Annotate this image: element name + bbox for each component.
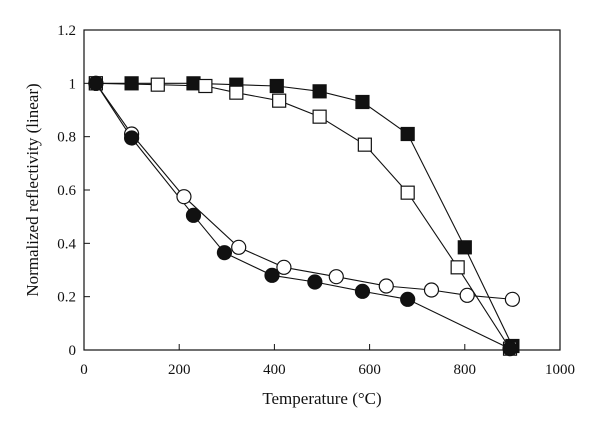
series-4-point xyxy=(124,130,140,146)
tick-marks xyxy=(83,29,561,351)
series-1-point xyxy=(355,94,370,110)
x-tick-label: 600 xyxy=(358,362,381,378)
series-2-point xyxy=(400,185,415,200)
series-1-point xyxy=(457,240,472,255)
series-3-point xyxy=(328,269,344,285)
series-1-point xyxy=(269,78,284,94)
y-tick-label: 1.2 xyxy=(57,23,76,39)
y-tick-label: 0.2 xyxy=(57,290,76,306)
x-tick-label: 800 xyxy=(454,362,477,378)
series-3-point xyxy=(504,291,521,307)
series-4-point xyxy=(185,207,202,223)
series-2-point xyxy=(229,85,244,100)
y-axis-label: Normalized reflectivity (linear) xyxy=(23,83,42,296)
series-3-point xyxy=(276,259,292,275)
y-tick-label: 0.6 xyxy=(57,183,76,199)
y-tick-label: 0.4 xyxy=(57,236,76,252)
y-tick-label: 0 xyxy=(69,343,77,359)
series-lines xyxy=(95,82,513,350)
series-2-point xyxy=(150,77,165,92)
tick-labels: 0 200 400 600 800 1000 0 0.2 0.4 0.6 0.8 1 1.2 xyxy=(57,23,575,378)
x-tick-label: 0 xyxy=(80,362,88,378)
series-1-point xyxy=(312,84,327,99)
series-2-point xyxy=(357,137,372,152)
series-4-point xyxy=(264,267,280,283)
series-2-point xyxy=(450,260,465,275)
series-3-point xyxy=(176,189,192,205)
series-markers xyxy=(88,75,521,357)
series-4-point xyxy=(307,274,323,290)
series-4-point xyxy=(400,291,416,307)
series-4-point xyxy=(502,341,518,357)
series-3-point xyxy=(459,287,475,303)
series-1-point xyxy=(124,76,139,91)
series-line-3 xyxy=(95,82,513,300)
series-3-point xyxy=(378,278,394,294)
y-tick-label: 1 xyxy=(69,76,77,92)
x-tick-label: 400 xyxy=(263,362,286,378)
x-tick-label: 200 xyxy=(168,362,191,378)
series-2-point xyxy=(198,78,213,94)
series-3-point xyxy=(231,239,247,255)
x-tick-label: 1000 xyxy=(545,362,575,378)
series-4-point xyxy=(88,75,104,91)
series-line-1 xyxy=(95,82,513,347)
series-2-point xyxy=(272,93,287,108)
series-4-point xyxy=(216,245,233,261)
series-1-point xyxy=(186,76,201,91)
series-1-point xyxy=(400,126,415,142)
series-3-point xyxy=(423,282,440,298)
x-axis-label: Temperature (°C) xyxy=(262,389,381,408)
series-line-4 xyxy=(95,82,511,350)
series-line-2 xyxy=(95,82,511,349)
series-2-point xyxy=(312,109,327,124)
series-4-point xyxy=(354,283,371,299)
y-tick-label: 0.8 xyxy=(57,130,76,146)
